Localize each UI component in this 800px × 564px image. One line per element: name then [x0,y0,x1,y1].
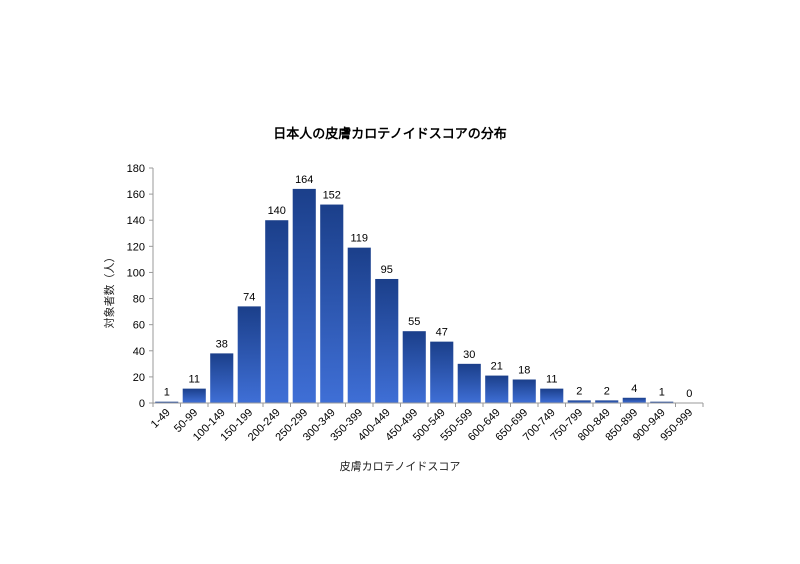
bar [457,363,481,403]
bar-value-label: 140 [268,205,286,217]
bar-value-label: 164 [295,174,313,186]
bar-value-label: 18 [518,365,530,377]
bar-value-label: 11 [189,374,200,386]
bar-value-label: 55 [408,316,420,328]
bar [237,306,261,403]
bar-value-label: 0 [686,388,692,400]
bar-value-label: 1 [659,387,665,399]
plot-area: 0204060801001201401601801113874140164152… [127,163,704,444]
bar-value-label: 2 [576,385,582,397]
bar-value-label: 11 [546,374,557,386]
bar-value-label: 1 [164,387,170,399]
x-tick-label: 1-49 [149,407,173,431]
bar-value-label: 4 [631,383,637,395]
y-tick-label: 120 [127,241,145,253]
y-tick-label: 20 [133,372,145,384]
bar-value-label: 38 [216,338,228,350]
bar [182,388,206,403]
bar [402,331,426,403]
bar [622,397,646,403]
bar-value-label: 47 [436,327,448,339]
bar [512,379,536,403]
bar [320,204,344,403]
y-tick-label: 40 [133,346,145,358]
y-tick-label: 80 [133,294,145,306]
bar [430,341,454,403]
bar-value-label: 95 [381,264,393,276]
bar [595,400,619,403]
bar-value-label: 30 [463,349,475,361]
bar-value-label: 119 [350,233,368,245]
y-axis-title: 対象者数（人） [102,252,116,329]
bar [567,400,591,403]
bar [347,247,371,403]
bar [265,220,289,403]
bar-value-label: 74 [243,291,255,303]
chart-title: 日本人の皮膚カロテノイドスコアの分布 [273,126,507,142]
bar-value-label: 152 [323,190,341,202]
y-tick-label: 140 [127,215,145,227]
y-tick-label: 0 [139,398,145,410]
x-axis-title: 皮膚カロテノイドスコア [340,459,461,473]
y-tick-label: 60 [133,320,145,332]
y-tick-label: 100 [127,267,145,279]
bar-value-label: 21 [491,361,503,373]
bar [650,401,674,403]
bar [375,278,399,403]
y-tick-label: 180 [127,163,145,175]
bar [155,401,179,403]
bar-value-label: 2 [604,385,610,397]
bar [540,388,564,403]
y-tick-label: 160 [127,189,145,201]
bar [485,375,509,403]
bar [210,353,234,403]
bar [292,188,316,403]
